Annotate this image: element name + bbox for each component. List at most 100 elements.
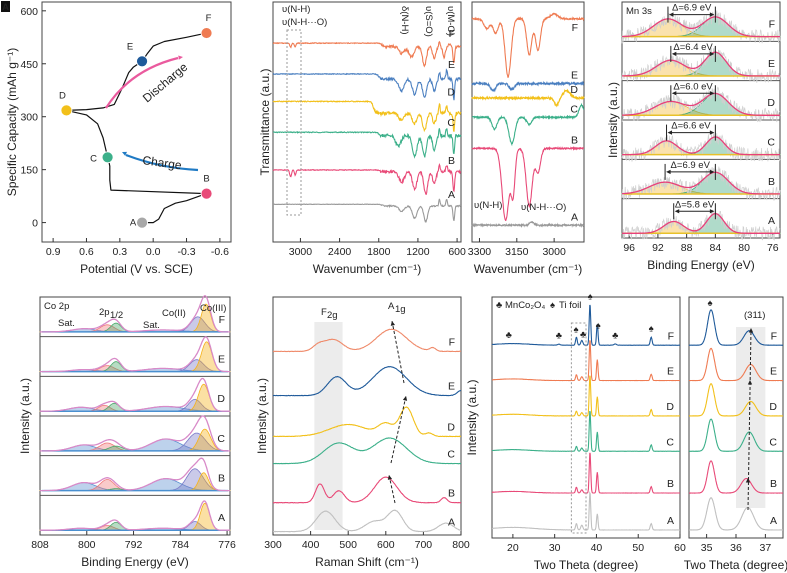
- ftir-band-annotation: δ(N-H): [399, 6, 410, 35]
- series-label: A: [448, 517, 455, 529]
- state-point-C: [101, 151, 114, 164]
- series-line-F: [272, 328, 461, 353]
- discharge-label: Discharge: [140, 60, 191, 106]
- x-tick-label: 76: [767, 242, 779, 254]
- capacity-plot-frame: [41, 1, 232, 243]
- series-line-C: [492, 410, 680, 452]
- y-axis-label: Intensity (a.u.): [255, 378, 269, 454]
- ftir-band-annotation: υ(N-H): [282, 4, 310, 15]
- series-line-E: [471, 80, 584, 93]
- legend-symbol: ♠: [550, 300, 555, 311]
- series-label: F: [771, 330, 777, 342]
- series-label: A: [448, 189, 455, 201]
- x-tick-label: 3150: [505, 246, 529, 258]
- series-line-F: [688, 309, 783, 346]
- series-line-F: [471, 12, 585, 79]
- x-tick-label: 600: [448, 246, 466, 258]
- x-axis-label: Potential (V vs. SCE): [80, 262, 193, 276]
- x-tick-label: 40: [591, 542, 603, 554]
- x-axis-label: Two Theta (degree): [534, 558, 639, 572]
- x-tick-label: 36: [730, 542, 742, 554]
- arrowhead: [390, 321, 395, 326]
- x-tick-label: 700: [415, 539, 433, 551]
- series-line-C: [688, 418, 783, 452]
- series-label: B: [448, 488, 455, 500]
- x-tick-label: 80: [738, 242, 750, 254]
- arrowhead: [709, 12, 715, 17]
- ftir-band-annotation: υ(N-H···O): [521, 202, 566, 213]
- ftir-zoom-frame: [471, 1, 585, 243]
- series-line-C: [273, 437, 462, 465]
- x-tick-label: 1200: [406, 246, 430, 258]
- series-line-A: [272, 509, 462, 533]
- charge-label: Charge: [142, 153, 183, 172]
- splitting-label: Δ=6.9 eV: [672, 3, 712, 14]
- x-tick-label: 300: [264, 539, 282, 551]
- series-label: C: [769, 436, 777, 448]
- series-label: F: [769, 19, 775, 31]
- fit-component: [39, 341, 231, 372]
- y-tick-label: 150: [20, 165, 38, 177]
- co2p-annotation: Co(III): [200, 303, 226, 314]
- series-label: F: [449, 336, 455, 348]
- series-label: D: [769, 401, 777, 413]
- co2p-annotation: Co(II): [162, 308, 186, 319]
- ftir-band-annotation: υ(S=O): [423, 6, 434, 37]
- x-tick-label: 0.6: [79, 246, 94, 258]
- y-axis-label: Specific Capacity (mAh g⁻¹): [5, 48, 19, 196]
- x-tick-label: 600: [377, 539, 395, 551]
- xrd-phase-marker: ♠: [573, 325, 578, 336]
- x-tick-label: 88: [681, 242, 693, 254]
- charge-arrowhead: [122, 151, 127, 156]
- fit-envelope: [40, 336, 230, 373]
- x-tick-label: 37: [760, 542, 772, 554]
- arrowhead: [674, 209, 680, 214]
- state-point-label: B: [203, 174, 209, 185]
- x-tick-label: 1800: [367, 246, 391, 258]
- series-label: D: [447, 86, 455, 98]
- x-tick-label: 96: [623, 242, 635, 254]
- series-label: D: [447, 421, 455, 433]
- x-axis-label: Two Theta (degree): [684, 558, 787, 572]
- series-label: C: [217, 433, 225, 445]
- state-point-label: F: [206, 13, 212, 24]
- series-label: E: [448, 59, 455, 71]
- xrd-phase-marker: ♣: [580, 329, 586, 340]
- fit-component: [39, 383, 231, 412]
- series-label: F: [668, 330, 674, 342]
- y-axis-label: Intensity (a.u.): [606, 82, 620, 158]
- fit-envelope: [622, 16, 780, 38]
- fit-envelope: [622, 136, 780, 156]
- series-label: E: [571, 70, 578, 82]
- x-axis-label: Wavenumber (cm⁻¹): [313, 262, 422, 276]
- arrowhead: [745, 478, 751, 483]
- y-axis-label: Intensity (a.u.): [465, 379, 479, 455]
- series-label: A: [770, 515, 777, 527]
- arrowhead: [387, 475, 393, 480]
- co2p-annotation: Sat.: [58, 318, 75, 329]
- splitting-label: Δ=6.6 eV: [671, 121, 711, 132]
- state-point-F: [200, 27, 213, 39]
- y-axis-label: Transmittance (a.u.): [258, 69, 272, 176]
- raman-f2g-label: F: [321, 307, 327, 318]
- arrowhead: [709, 209, 715, 214]
- ti-foil-marker: ♠: [707, 298, 712, 309]
- series-line-F: [273, 40, 462, 68]
- series-line-D: [272, 406, 462, 438]
- arrowhead: [709, 51, 715, 57]
- state-point-E: [136, 55, 148, 68]
- arrowhead: [668, 12, 674, 17]
- series-line-E: [272, 365, 462, 397]
- series-line-D: [272, 100, 462, 133]
- fit-envelope: [622, 212, 780, 234]
- series-label: F: [572, 22, 578, 34]
- series-line-B: [272, 162, 462, 196]
- x-tick-label: 2400: [328, 246, 352, 258]
- discharge-arrow: [105, 56, 179, 109]
- peak-shift-arrow: [391, 320, 405, 384]
- fit-component: [39, 428, 231, 452]
- raman-f2g-subscript: 2g: [327, 310, 338, 321]
- x-tick-label: 50: [632, 542, 644, 554]
- x-tick-label: 0.9: [46, 246, 61, 258]
- arrowhead: [402, 396, 408, 401]
